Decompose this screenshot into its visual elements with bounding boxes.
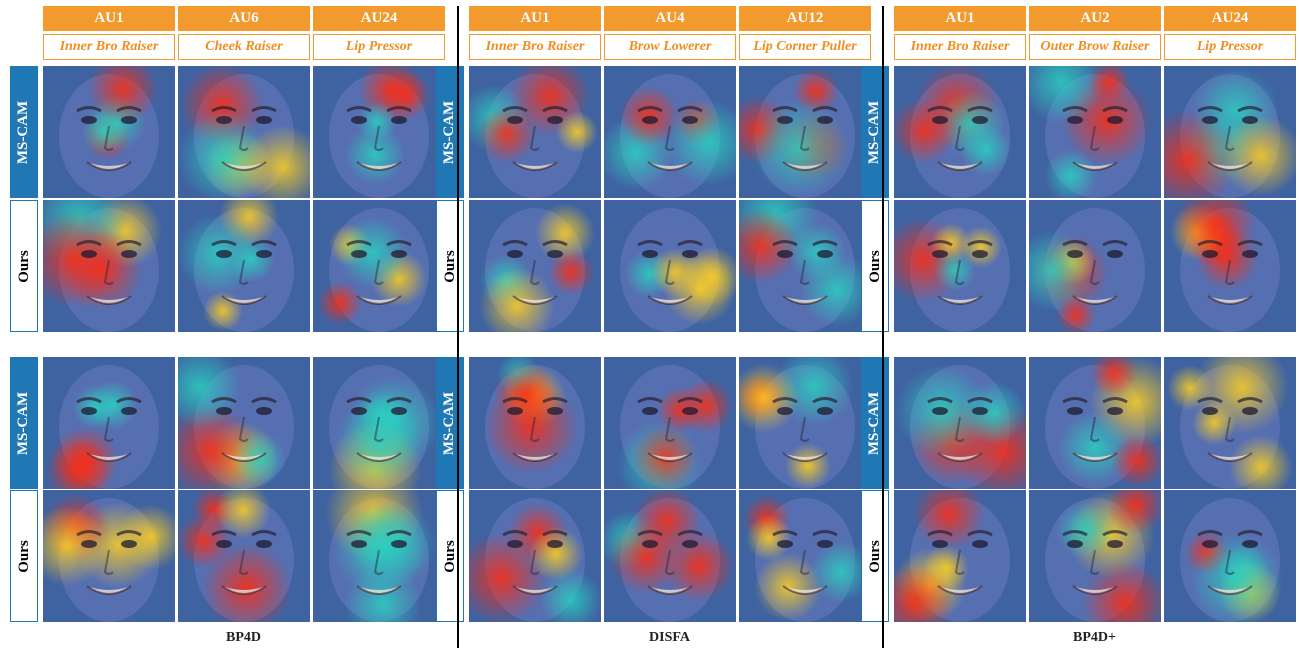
heatmap-face-1-0-1	[604, 66, 736, 198]
au-name-2-2: Lip Pressor	[1164, 34, 1296, 60]
au-header-1-1: AU4	[604, 6, 736, 31]
heatmap-face-2-0-0	[894, 66, 1026, 198]
row-label-text-ours: Ours	[441, 249, 458, 283]
heatmap-face-1-3-1	[604, 490, 736, 622]
heatmap-face-1-2-2	[739, 357, 871, 489]
heatmap-face-2-3-0	[894, 490, 1026, 622]
row-label-text-mscam: MS-CAM	[441, 100, 458, 164]
au-header-2-2: AU24	[1164, 6, 1296, 31]
row-label-mscam: MS-CAM	[10, 357, 38, 489]
heatmap-face-1-0-0	[469, 66, 601, 198]
dataset-label-BP4D: BP4D	[226, 630, 261, 645]
au-header-2-0: AU1	[894, 6, 1026, 31]
heatmap-face-1-1-0	[469, 200, 601, 332]
heatmap-face-0-0-2	[313, 66, 445, 198]
row-label-text-mscam: MS-CAM	[866, 100, 883, 164]
au-header-1-0: AU1	[469, 6, 601, 31]
heatmap-face-0-0-0	[43, 66, 175, 198]
row-label-text-ours: Ours	[15, 539, 32, 573]
heatmap-face-0-1-0	[43, 200, 175, 332]
heatmap-face-1-0-2	[739, 66, 871, 198]
heatmap-face-1-2-0	[469, 357, 601, 489]
row-label-ours: Ours	[861, 200, 889, 332]
au-name-1-2: Lip Corner Puller	[739, 34, 871, 60]
heatmap-face-2-1-0	[894, 200, 1026, 332]
au-header-0-0: AU1	[43, 6, 175, 31]
group-divider-0	[457, 6, 459, 648]
row-label-ours: Ours	[861, 490, 889, 622]
heatmap-face-0-2-0	[43, 357, 175, 489]
row-label-mscam: MS-CAM	[10, 66, 38, 198]
group-divider-1	[882, 6, 884, 648]
row-label-ours: Ours	[10, 490, 38, 622]
heatmap-face-1-1-1	[604, 200, 736, 332]
heatmap-face-2-3-1	[1029, 490, 1161, 622]
au-name-0-1: Cheek Raiser	[178, 34, 310, 60]
heatmap-face-0-0-1	[178, 66, 310, 198]
au-name-2-1: Outer Brow Raiser	[1029, 34, 1161, 60]
row-label-text-mscam: MS-CAM	[441, 391, 458, 455]
heatmap-face-2-2-2	[1164, 357, 1296, 489]
au-header-2-1: AU2	[1029, 6, 1161, 31]
row-label-ours: Ours	[436, 200, 464, 332]
heatmap-face-1-1-2	[739, 200, 871, 332]
heatmap-face-1-3-2	[739, 490, 871, 622]
row-label-ours: Ours	[436, 490, 464, 622]
row-label-text-mscam: MS-CAM	[866, 391, 883, 455]
row-label-text-ours: Ours	[866, 539, 883, 573]
row-label-mscam: MS-CAM	[861, 357, 889, 489]
au-name-2-0: Inner Bro Raiser	[894, 34, 1026, 60]
heatmap-face-0-3-0	[43, 490, 175, 622]
heatmap-face-0-3-2	[313, 490, 445, 622]
row-label-text-mscam: MS-CAM	[15, 100, 32, 164]
row-label-ours: Ours	[10, 200, 38, 332]
heatmap-face-1-3-0	[469, 490, 601, 622]
row-label-text-ours: Ours	[441, 539, 458, 573]
heatmap-face-2-3-2	[1164, 490, 1296, 622]
heatmap-face-0-1-1	[178, 200, 310, 332]
row-label-mscam: MS-CAM	[436, 357, 464, 489]
au-name-0-2: Lip Pressor	[313, 34, 445, 60]
heatmap-face-0-2-1	[178, 357, 310, 489]
row-label-text-ours: Ours	[866, 249, 883, 283]
heatmap-face-2-1-1	[1029, 200, 1161, 332]
au-header-1-2: AU12	[739, 6, 871, 31]
heatmap-face-2-2-0	[894, 357, 1026, 489]
heatmap-face-2-2-1	[1029, 357, 1161, 489]
dataset-label-BP4D+: BP4D+	[1073, 630, 1116, 645]
heatmap-face-0-3-1	[178, 490, 310, 622]
heatmap-face-2-0-1	[1029, 66, 1161, 198]
au-header-0-1: AU6	[178, 6, 310, 31]
row-label-mscam: MS-CAM	[861, 66, 889, 198]
heatmap-face-2-0-2	[1164, 66, 1296, 198]
au-name-1-1: Brow Lowerer	[604, 34, 736, 60]
row-label-text-mscam: MS-CAM	[15, 391, 32, 455]
row-label-text-ours: Ours	[15, 249, 32, 283]
dataset-label-DISFA: DISFA	[649, 630, 690, 645]
row-label-mscam: MS-CAM	[436, 66, 464, 198]
heatmap-face-0-2-2	[313, 357, 445, 489]
heatmap-face-2-1-2	[1164, 200, 1296, 332]
au-header-0-2: AU24	[313, 6, 445, 31]
heatmap-face-0-1-2	[313, 200, 445, 332]
au-name-0-0: Inner Bro Raiser	[43, 34, 175, 60]
heatmap-face-1-2-1	[604, 357, 736, 489]
au-name-1-0: Inner Bro Raiser	[469, 34, 601, 60]
